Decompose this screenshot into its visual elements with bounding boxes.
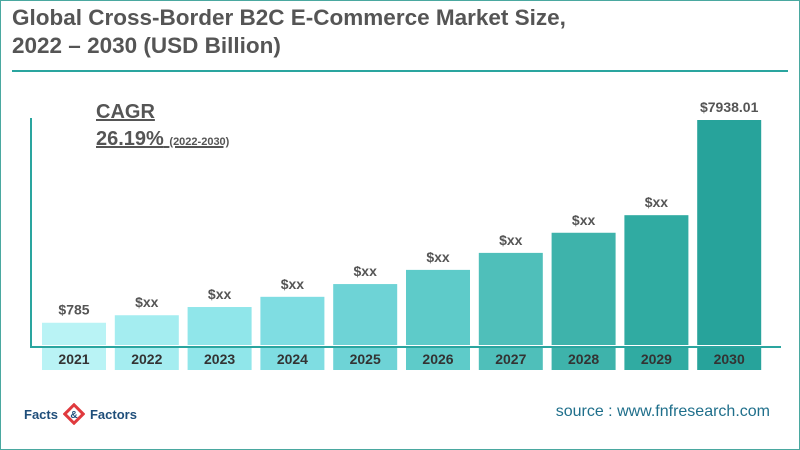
bar-2030 [697, 120, 762, 345]
data-label-2025: $xx [354, 263, 378, 279]
bar-2021 [42, 322, 106, 345]
cagr-period: (2022-2030) [169, 136, 230, 148]
bar-2026 [406, 269, 470, 345]
category-box-2021 [42, 348, 106, 370]
data-label-2029: $xx [645, 194, 669, 210]
bar-2023 [187, 307, 252, 345]
data-label-2027: $xx [499, 232, 523, 248]
bar-2029 [624, 215, 689, 345]
chart-title: Global Cross-Border B2C E-Commerce Marke… [12, 4, 712, 60]
chart-title-line-1: Global Cross-Border B2C E-Commerce Marke… [12, 5, 566, 30]
bar-2028 [551, 232, 616, 345]
cagr-value-block: 26.19% (2022-2030) [96, 128, 229, 151]
data-label-2026: $xx [426, 249, 450, 265]
bar-2024 [260, 296, 325, 345]
y-axis-line [30, 118, 32, 348]
title-underline [12, 70, 788, 72]
category-box-2022 [114, 348, 179, 370]
bar-2025 [333, 284, 398, 345]
x-tick-label-2022: 2022 [131, 351, 162, 367]
x-tick-label-2021: 2021 [58, 351, 89, 367]
cagr-value: 26.19% [96, 128, 164, 150]
category-box-2029 [624, 348, 689, 370]
x-tick-label-2028: 2028 [568, 351, 599, 367]
cagr-label: CAGR [96, 101, 155, 123]
category-box-2023 [187, 348, 252, 370]
bar-2027 [478, 252, 543, 345]
data-label-2022: $xx [135, 294, 159, 310]
data-label-2028: $xx [572, 212, 596, 228]
facts-and-factors-logo: Facts & Factors [24, 400, 137, 428]
x-tick-label-2023: 2023 [204, 351, 235, 367]
x-tick-label-2024: 2024 [277, 351, 308, 367]
x-tick-label-2026: 2026 [422, 351, 453, 367]
data-label-2021: $785 [58, 302, 89, 318]
category-box-2027 [478, 348, 543, 370]
x-tick-label-2027: 2027 [495, 351, 526, 367]
data-label-2024: $xx [281, 276, 305, 292]
logo-word-factors: Factors [89, 406, 137, 422]
logo-ampersand-icon: & [62, 403, 85, 425]
category-box-2026 [406, 348, 470, 370]
chart-title-line-2: 2022 – 2030 (USD Billion) [12, 33, 281, 58]
bar-2022 [114, 315, 179, 345]
category-box-2030 [697, 348, 762, 370]
svg-text:&: & [70, 410, 77, 421]
logo-word-facts: Facts [24, 406, 58, 422]
category-box-2028 [551, 348, 616, 370]
x-tick-label-2030: 2030 [714, 351, 745, 367]
x-axis-line [30, 346, 781, 348]
source-credit: source : www.fnfresearch.com [555, 403, 770, 420]
data-label-2023: $xx [208, 286, 232, 302]
category-box-2024 [260, 348, 325, 370]
x-tick-label-2029: 2029 [641, 351, 672, 367]
bar-chart: $785 2021 $xx 2022 $xx 2023 $xx 2024 $xx 2025 $xx 2… [42, 99, 762, 370]
x-tick-label-2025: 2025 [350, 351, 381, 367]
data-label-2030: $7938.01 [700, 99, 759, 115]
category-box-2025 [333, 348, 398, 370]
